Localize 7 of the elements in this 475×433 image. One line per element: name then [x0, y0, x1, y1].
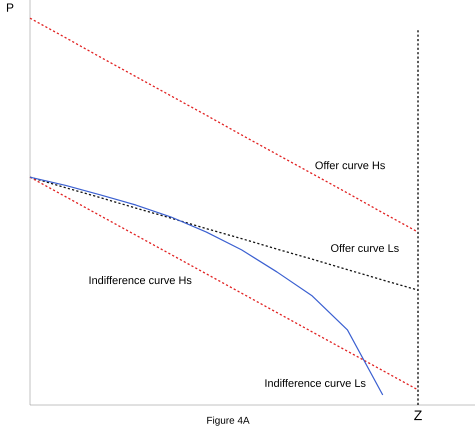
annotation: Offer curve Hs — [315, 161, 385, 170]
annotation: Indifference curve Ls — [265, 378, 366, 387]
y-axis-title: P — [6, 4, 14, 12]
annotation: Offer curve Ls — [331, 244, 399, 252]
x-axis-title: Figure 4A — [207, 416, 250, 426]
annotation: Indifference curve Hs — [90, 276, 192, 284]
text: Z — [414, 410, 422, 420]
